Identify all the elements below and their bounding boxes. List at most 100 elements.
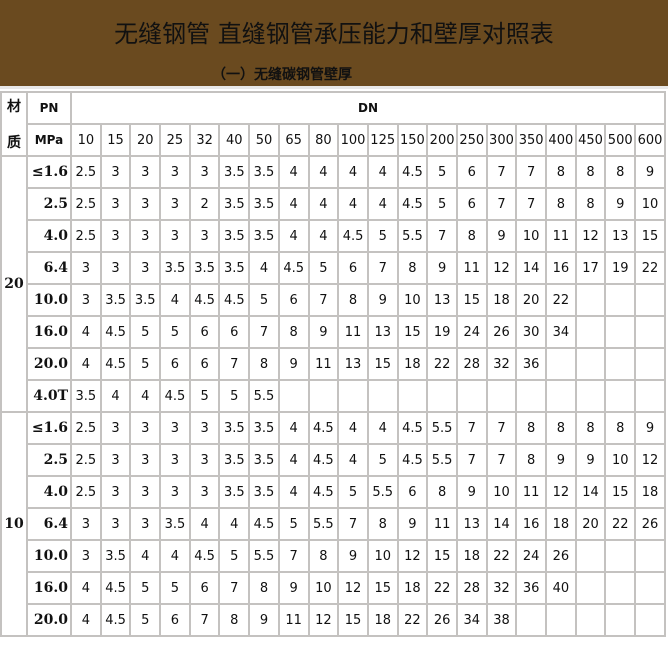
thickness-cell: 3 <box>99 155 132 189</box>
thickness-cell: 5 <box>426 155 458 189</box>
dn-header-cell: 40 <box>218 123 251 157</box>
thickness-cell: 7 <box>485 411 518 445</box>
thickness-cell <box>574 283 607 317</box>
thickness-cell <box>545 603 577 637</box>
thickness-cell: 30 <box>515 315 547 349</box>
thickness-cell: 22 <box>634 251 666 285</box>
thickness-cell: 8 <box>455 219 488 253</box>
thickness-cell: 12 <box>337 571 369 605</box>
thickness-cell <box>307 379 340 413</box>
thickness-cell: 8 <box>277 315 310 349</box>
thickness-cell: 3 <box>159 155 191 189</box>
dn-header-cell: 100 <box>337 123 369 157</box>
thickness-cell: 6 <box>277 283 310 317</box>
pn-cell: 4.0 <box>26 475 72 509</box>
thickness-cell: 3 <box>70 539 102 573</box>
thickness-cell: 4 <box>188 507 221 541</box>
material-header: 材 质 <box>0 91 28 157</box>
thickness-cell: 9 <box>634 411 666 445</box>
thickness-cell: 4 <box>159 539 191 573</box>
thickness-cell: 4 <box>70 315 102 349</box>
pn-header: PN <box>26 91 72 125</box>
thickness-cell: 3.5 <box>218 187 251 221</box>
thickness-cell: 14 <box>485 507 518 541</box>
pn-cell: 6.4 <box>26 251 72 285</box>
thickness-cell: 2.5 <box>70 443 102 477</box>
thickness-cell: 7 <box>485 443 518 477</box>
thickness-cell: 16 <box>515 507 547 541</box>
table-row: 20.0 4 4.5 5 6 7 8 9 11 12 15 18 22 26 34 38 <box>1 603 666 637</box>
table-body: 20 ≤1.6 2.5 3 3 3 3 3.5 3.5 4 4 4 4 4.5 5 6 7 7 8 8 8 9 2.5 2.5… <box>0 155 666 637</box>
thickness-cell: 18 <box>485 283 518 317</box>
thickness-cell: 3 <box>129 475 162 509</box>
dn-header-cell: 200 <box>426 123 458 157</box>
pn-cell: 2.5 <box>26 443 72 477</box>
thickness-cell: 9 <box>455 475 488 509</box>
thickness-cell: 8 <box>545 411 577 445</box>
thickness-cell: 7 <box>307 283 340 317</box>
thickness-cell <box>545 379 577 413</box>
thickness-cell: 3 <box>159 475 191 509</box>
thickness-cell: 7 <box>485 155 518 189</box>
thickness-cell: 15 <box>455 283 488 317</box>
thickness-cell: 26 <box>426 603 458 637</box>
thickness-cell: 9 <box>574 443 607 477</box>
thickness-cell: 7 <box>366 251 399 285</box>
thickness-cell: 7 <box>188 603 221 637</box>
thickness-cell: 6 <box>159 347 191 381</box>
thickness-cell: 3 <box>99 187 132 221</box>
thickness-cell: 4 <box>277 475 310 509</box>
thickness-cell: 4.5 <box>396 187 429 221</box>
thickness-cell: 4 <box>70 571 102 605</box>
thickness-cell: 5 <box>277 507 310 541</box>
thickness-cell <box>634 315 666 349</box>
thickness-cell: 11 <box>426 507 458 541</box>
thickness-cell: 3 <box>129 187 162 221</box>
thickness-cell: 10 <box>307 571 340 605</box>
thickness-cell: 8 <box>307 539 340 573</box>
table-row: 6.4 3 3 3 3.5 3.5 3.5 4 4.5 5 6 7 8 9 11 12 14 16 17 19 22 <box>1 251 666 285</box>
thickness-cell: 12 <box>307 603 340 637</box>
thickness-cell: 10 <box>366 539 399 573</box>
thickness-cell: 36 <box>515 347 547 381</box>
dn-header-cell: 65 <box>277 123 310 157</box>
thickness-cell: 5 <box>129 315 162 349</box>
thickness-cell: 32 <box>485 347 518 381</box>
dn-header-cell: 250 <box>455 123 488 157</box>
thickness-cell: 8 <box>218 603 251 637</box>
thickness-cell: 15 <box>366 347 399 381</box>
thickness-cell: 6 <box>455 187 488 221</box>
pn-cell: 2.5 <box>26 187 72 221</box>
material-cell: 10 <box>0 411 28 637</box>
thickness-cell: 22 <box>396 603 429 637</box>
pn-cell: 4.0T <box>26 379 72 413</box>
thickness-cell: 5 <box>188 379 221 413</box>
thickness-cell: 4 <box>129 539 162 573</box>
thickness-cell: 11 <box>277 603 310 637</box>
thickness-cell <box>455 379 488 413</box>
thickness-cell: 18 <box>396 347 429 381</box>
thickness-cell: 18 <box>545 507 577 541</box>
thickness-cell: 4.5 <box>307 475 340 509</box>
thickness-cell <box>604 379 637 413</box>
thickness-cell: 2.5 <box>70 411 102 445</box>
thickness-cell: 17 <box>574 251 607 285</box>
thickness-cell: 12 <box>545 475 577 509</box>
thickness-cell: 15 <box>604 475 637 509</box>
thickness-cell: 6 <box>159 603 191 637</box>
table-row: 10.0 3 3.5 3.5 4 4.5 4.5 5 6 7 8 9 10 13 15 18 20 22 <box>1 283 666 317</box>
thickness-cell <box>485 379 518 413</box>
thickness-cell: 22 <box>426 347 458 381</box>
material-header-line1: 材 <box>7 99 21 115</box>
thickness-cell: 26 <box>485 315 518 349</box>
thickness-cell: 5 <box>129 603 162 637</box>
pn-cell: ≤1.6 <box>26 411 72 445</box>
thickness-cell: 9 <box>426 251 458 285</box>
material-header-line2: 质 <box>7 135 21 151</box>
thickness-cell: 12 <box>574 219 607 253</box>
thickness-cell: 22 <box>426 571 458 605</box>
thickness-cell: 5 <box>218 379 251 413</box>
thickness-cell: 11 <box>545 219 577 253</box>
page-title: 无缝钢管 直缝钢管承压能力和壁厚对照表 <box>114 20 554 48</box>
thickness-cell: 4 <box>248 251 280 285</box>
